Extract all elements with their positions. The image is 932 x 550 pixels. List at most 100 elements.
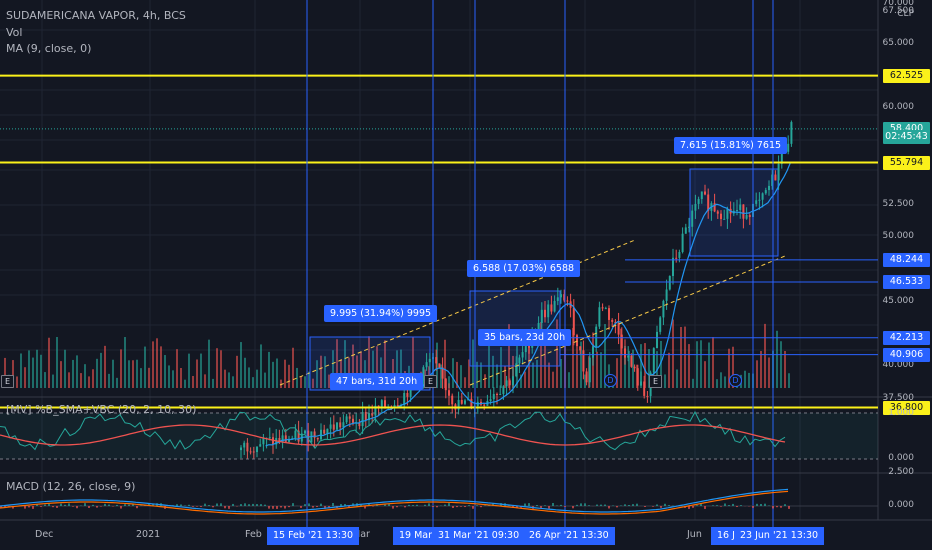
ma-legend[interactable]: MA (9, close, 0) <box>6 42 92 55</box>
earnings-marker[interactable]: E <box>424 375 437 388</box>
candle-body <box>761 193 764 200</box>
symbol-legend[interactable]: SUDAMERICANA VAPOR, 4h, BCS <box>6 9 186 22</box>
candle-body <box>380 400 383 408</box>
candle-body <box>556 297 559 301</box>
mv-indicator-legend[interactable]: [MV] %B_SMA+VBC (20, 2, 10, 30) <box>6 403 197 416</box>
macd-hist <box>308 503 310 506</box>
volume-bar <box>196 359 198 388</box>
time-label: Mar <box>352 529 370 540</box>
macd-hist <box>64 504 66 506</box>
price-tag: 46.533 <box>883 274 930 289</box>
volume-bar <box>472 339 474 388</box>
volume-bar <box>296 367 298 388</box>
macd-hist <box>524 503 526 506</box>
macd-hist <box>756 503 758 506</box>
macd-hist <box>260 504 262 506</box>
macd-hist <box>388 504 390 506</box>
earnings-marker[interactable]: E <box>649 375 662 388</box>
candle-body <box>553 300 556 312</box>
candle-body <box>243 442 246 448</box>
candle-body <box>406 392 409 397</box>
volume-bar <box>84 364 86 388</box>
candle-body <box>745 215 748 219</box>
measure-label[interactable]: 35 bars, 23d 20h <box>478 329 572 346</box>
candle-body <box>460 399 463 404</box>
macd-hist <box>248 504 250 506</box>
earnings-marker[interactable]: E <box>1 375 14 388</box>
measure-label[interactable]: 47 bars, 31d 20h <box>330 373 424 390</box>
candle-body <box>566 300 569 302</box>
volume-bar <box>188 353 190 388</box>
candle-body <box>294 430 297 439</box>
dividend-marker[interactable]: D <box>604 374 617 387</box>
price-axis-tick: 45.000 <box>882 295 915 306</box>
candle-body <box>720 213 722 220</box>
macd-hist <box>468 505 470 506</box>
volume-bar <box>216 348 218 388</box>
measure-label[interactable]: 7.615 (15.81%) 7615 <box>674 137 788 154</box>
candle-body <box>694 203 697 211</box>
volume-bar <box>704 361 706 388</box>
candle-body <box>697 199 700 204</box>
measure-label[interactable]: 6.588 (17.03%) 6588 <box>467 260 581 277</box>
macd-hist <box>428 503 430 506</box>
volume-bar <box>12 360 14 388</box>
volume-legend[interactable]: Vol <box>6 26 23 39</box>
candle-body <box>332 424 335 430</box>
candle-body <box>659 317 662 332</box>
candle-body <box>396 405 399 407</box>
macd-legend[interactable]: MACD (12, 26, close, 9) <box>6 480 136 493</box>
macd-hist <box>200 506 202 507</box>
volume-bar <box>60 361 62 388</box>
candle-body <box>342 422 345 428</box>
volume-bar <box>532 362 534 388</box>
macd-hist <box>312 506 314 508</box>
volume-bar <box>88 376 90 388</box>
macd-hist <box>88 506 90 508</box>
volume-bar <box>560 358 562 388</box>
dividend-marker[interactable]: D <box>729 374 742 387</box>
volume-bar <box>668 352 670 388</box>
volume-bar <box>236 355 238 388</box>
volume-bar <box>276 358 278 388</box>
volume-bar <box>696 341 698 388</box>
volume-bar <box>152 341 154 388</box>
volume-bar <box>728 348 730 388</box>
candle-body <box>512 376 514 386</box>
volume-bar <box>732 346 734 388</box>
macd-hist <box>348 506 350 508</box>
candle-body <box>326 428 329 434</box>
volume-bar <box>20 353 22 388</box>
measure-label[interactable]: 9.995 (31.94%) 9995 <box>324 305 438 322</box>
volume-bar <box>536 359 538 388</box>
candle-body <box>563 294 566 301</box>
volume-bar <box>520 374 522 388</box>
macd-hist <box>180 504 182 506</box>
candle-body <box>304 430 306 434</box>
volume-bar <box>628 350 630 388</box>
volume-bar <box>252 377 254 388</box>
macd-hist <box>764 503 766 506</box>
volume-bar <box>40 354 42 388</box>
volume-bar <box>140 368 142 388</box>
candle-body <box>505 380 508 387</box>
volume-bar <box>708 342 710 388</box>
volume-bar <box>56 336 58 388</box>
macd-hist <box>448 503 450 506</box>
candle-body <box>374 405 377 416</box>
candle-body <box>384 400 386 408</box>
macd-hist <box>12 506 14 509</box>
macd-line <box>0 488 789 513</box>
volume-bar <box>632 349 634 388</box>
candle-body <box>352 418 354 423</box>
volume-bar <box>368 336 370 388</box>
candle-body <box>240 447 242 451</box>
candle-body <box>624 348 626 358</box>
price-tag: 62.525 <box>883 68 930 83</box>
macd-hist <box>692 506 694 508</box>
macd-hist <box>332 503 334 506</box>
crosshair-date-label: 16 J <box>711 527 741 545</box>
macd-hist <box>264 504 266 506</box>
macd-hist <box>44 504 46 506</box>
